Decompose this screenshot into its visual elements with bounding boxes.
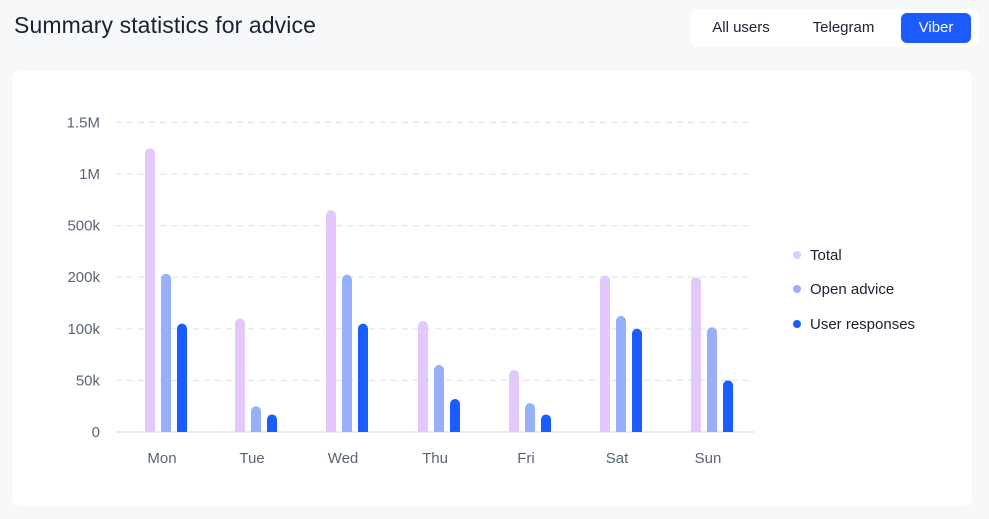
bar-base [326,426,336,432]
bar-tue-total[interactable] [235,318,245,432]
y-tick-label: 50k [76,372,101,389]
x-tick-label: Sun [695,450,722,467]
bar-base [342,426,352,432]
bar-base [161,426,171,432]
legend-item-user-responses[interactable]: User responses [793,316,915,333]
legend-dot-icon [793,285,801,293]
bar-base [691,426,701,432]
x-tick-label: Mon [147,450,176,467]
bar-sat-user-responses[interactable] [632,328,642,432]
bar-base [235,426,245,432]
bar-mon-open-advice[interactable] [161,273,171,432]
bar-base [723,426,733,432]
bar-fri-open-advice[interactable] [525,403,535,432]
chart-card [12,71,972,506]
bar-sun-total[interactable] [691,277,701,432]
bar-thu-open-advice[interactable] [434,364,444,432]
filter-telegram-button[interactable]: Telegram [790,13,897,43]
bar-wed-total[interactable] [326,210,336,432]
bar-sat-total[interactable] [600,275,610,432]
bar-base [358,426,368,432]
bar-wed-open-advice[interactable] [342,274,352,432]
page-title: Summary statistics for advice [14,12,316,38]
bar-sat-open-advice[interactable] [616,315,626,432]
x-axis-ticks: Mon Tue Wed Thu Fri Sat Sun [147,450,721,467]
bar-mon-user-responses[interactable] [177,323,187,432]
bar-base [600,426,610,432]
bars [145,148,733,432]
y-axis-ticks: 0 50k 100k 200k 500k 1M 1.5M [67,114,101,441]
legend-label: Open advice [810,281,894,298]
platform-filter: All users Telegram Viber [690,9,979,47]
bar-base [525,426,535,432]
y-tick-label: 500k [67,218,100,235]
bar-base [251,426,261,432]
y-tick-label: 100k [67,321,100,338]
x-tick-label: Tue [239,450,264,467]
legend-dot-icon [793,320,801,328]
filter-all-users-button[interactable]: All users [694,13,788,43]
legend-label: Total [810,247,842,264]
bar-fri-total[interactable] [509,370,519,432]
bar-base [418,426,428,432]
legend: Total Open advice User responses [793,247,915,333]
bar-thu-user-responses[interactable] [450,398,460,432]
bar-wed-user-responses[interactable] [358,323,368,432]
bar-base [707,426,717,432]
legend-item-open-advice[interactable]: Open advice [793,281,894,298]
y-tick-label: 1.5M [67,114,100,131]
legend-dot-icon [793,251,801,259]
y-tick-label: 0 [92,424,100,441]
bar-base [541,426,551,432]
x-tick-label: Thu [422,450,448,467]
bar-sun-open-advice[interactable] [707,327,717,432]
y-tick-label: 1M [79,166,100,183]
bar-base [145,426,155,432]
bar-thu-total[interactable] [418,321,428,432]
x-tick-label: Wed [328,450,359,467]
bar-base [616,426,626,432]
x-tick-label: Sat [606,450,629,467]
bar-base [509,426,519,432]
bar-base [450,426,460,432]
bar-base [632,426,642,432]
x-tick-label: Fri [517,450,535,467]
bar-base [177,426,187,432]
bar-base [434,426,444,432]
y-tick-label: 200k [67,269,100,286]
legend-label: User responses [810,316,915,333]
bar-tue-open-advice[interactable] [251,406,261,432]
bar-base [267,426,277,432]
bar-mon-total[interactable] [145,148,155,432]
filter-viber-button[interactable]: Viber [901,13,971,43]
bar-sun-user-responses[interactable] [723,380,733,432]
legend-item-total[interactable]: Total [793,247,842,264]
